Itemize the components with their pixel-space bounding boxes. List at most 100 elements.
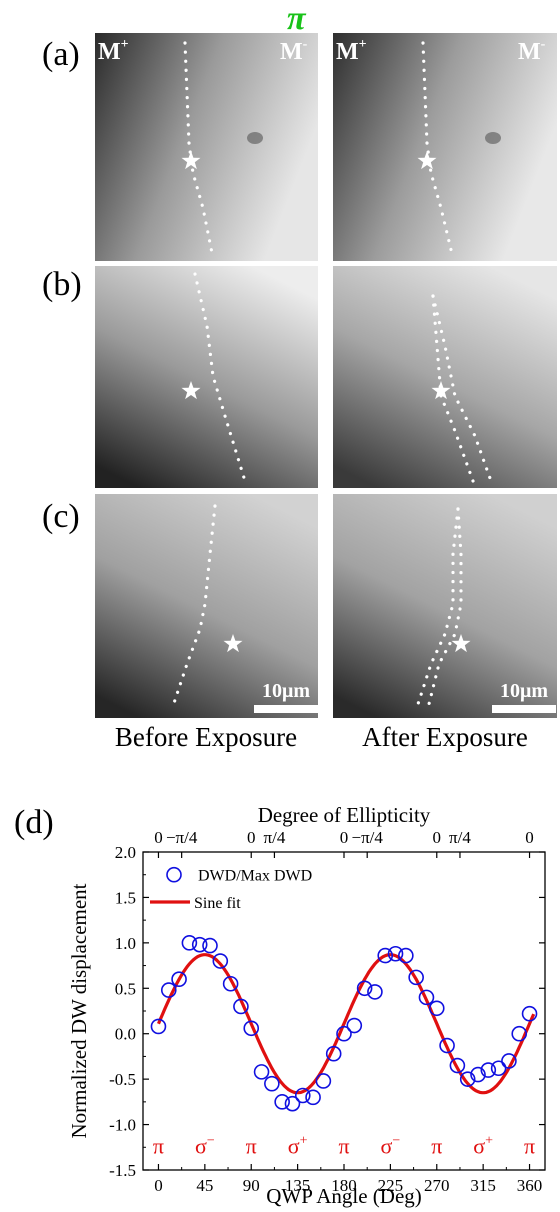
data-point bbox=[253, 1064, 270, 1080]
image-b-after bbox=[333, 266, 557, 488]
domain-wall-dots-shifted bbox=[431, 294, 493, 483]
right-image-m-minus-label: M- bbox=[518, 37, 546, 65]
data-point bbox=[490, 1060, 507, 1077]
domain-wall-dots bbox=[431, 294, 475, 483]
y-tick-label: 1.0 bbox=[115, 934, 136, 953]
x-tick-label: 360 bbox=[517, 1176, 543, 1195]
y-tick-label: 1.5 bbox=[115, 888, 136, 907]
top-tick-label: −π/4 bbox=[351, 828, 383, 847]
caption-before-exposure: Before Exposure bbox=[114, 722, 298, 752]
left-image-m-plus-label: M+ bbox=[98, 37, 129, 65]
polarization-label: σ− bbox=[381, 1134, 401, 1159]
data-point bbox=[171, 971, 187, 988]
legend-label: Sine fit bbox=[194, 895, 241, 912]
x-tick-label: 225 bbox=[378, 1176, 404, 1195]
data-point bbox=[325, 1045, 342, 1062]
data-point bbox=[480, 1062, 497, 1078]
panel-letter-d: (d) bbox=[14, 804, 54, 841]
sine-fit-line bbox=[157, 953, 536, 1095]
data-point bbox=[511, 1025, 528, 1042]
star-marker-icon bbox=[417, 151, 437, 170]
data-point bbox=[367, 984, 383, 1000]
data-point bbox=[264, 1075, 280, 1092]
scale-bar-label: 10μm bbox=[262, 680, 310, 702]
image-a-before bbox=[95, 33, 318, 261]
polarization-label: π bbox=[338, 1134, 349, 1159]
y-tick-label: -0.5 bbox=[109, 1070, 136, 1089]
y-tick-label: 0.5 bbox=[115, 979, 136, 998]
legend-marker-circle bbox=[166, 866, 182, 883]
data-point bbox=[408, 969, 424, 986]
data-point bbox=[294, 1087, 311, 1104]
polarization-label: σ+ bbox=[473, 1134, 493, 1159]
panel-letter-c: (c) bbox=[42, 498, 80, 535]
data-point bbox=[212, 953, 229, 969]
data-point bbox=[356, 980, 373, 997]
data-point bbox=[346, 1017, 363, 1034]
image-c-after bbox=[333, 494, 557, 718]
x-tick-label: 180 bbox=[331, 1176, 357, 1195]
data-point bbox=[150, 1018, 167, 1035]
pi-symbol-title: π bbox=[287, 0, 306, 37]
data-point bbox=[315, 1073, 332, 1089]
polarization-label: σ+ bbox=[288, 1134, 308, 1159]
image-c-before bbox=[95, 494, 318, 718]
x-tick-label: 135 bbox=[285, 1176, 311, 1195]
y-axis-title: Normalized DW displacement bbox=[67, 883, 91, 1138]
polarization-label: π bbox=[246, 1134, 257, 1159]
star-marker-icon bbox=[181, 381, 201, 400]
x-tick-label: 90 bbox=[243, 1176, 260, 1195]
data-point bbox=[418, 989, 435, 1006]
top-tick-label: 0 bbox=[247, 828, 256, 847]
data-point bbox=[398, 947, 414, 964]
y-tick-label: -1.5 bbox=[109, 1161, 136, 1180]
scale-bar-right: 10μm bbox=[492, 680, 556, 713]
data-point bbox=[202, 937, 218, 954]
polarization-label: σ− bbox=[195, 1134, 215, 1159]
star-marker-icon bbox=[181, 151, 201, 170]
legend-label: DWD/Max DWD bbox=[198, 868, 312, 885]
star-marker-icon bbox=[431, 381, 451, 400]
data-point bbox=[233, 998, 249, 1015]
polarization-label: π bbox=[153, 1134, 164, 1159]
y-tick-label: -1.0 bbox=[109, 1116, 136, 1135]
top-axis-title: Degree of Ellipticity bbox=[258, 803, 431, 827]
data-point bbox=[160, 982, 177, 998]
image-b-before bbox=[95, 266, 318, 488]
star-marker-icon bbox=[223, 634, 243, 653]
domain-wall-dots bbox=[193, 272, 247, 483]
domain-wall-dots bbox=[416, 507, 460, 706]
data-point bbox=[181, 935, 198, 951]
x-axis-title: QWP Angle (Deg) bbox=[266, 1184, 422, 1208]
x-tick-label: 315 bbox=[470, 1176, 496, 1195]
data-point bbox=[243, 1020, 260, 1037]
polarization-label: π bbox=[431, 1134, 442, 1159]
top-tick-label: 0 bbox=[525, 828, 534, 847]
right-image-m-plus-label: M+ bbox=[336, 37, 367, 65]
y-tick-label: 2.0 bbox=[115, 843, 136, 862]
data-point bbox=[191, 936, 208, 953]
top-tick-label: π/4 bbox=[264, 828, 286, 847]
domain-wall-dots-shifted bbox=[427, 507, 463, 706]
data-point bbox=[222, 975, 239, 992]
star-marker-icon bbox=[451, 634, 471, 653]
caption-after-exposure: After Exposure bbox=[362, 722, 528, 752]
data-point bbox=[387, 945, 404, 962]
top-tick-label: 0 bbox=[154, 828, 163, 847]
scale-bar-label: 10μm bbox=[500, 680, 548, 702]
top-tick-label: π/4 bbox=[449, 828, 471, 847]
left-image-m-minus-label: M- bbox=[280, 37, 308, 65]
data-point bbox=[274, 1094, 290, 1110]
data-point bbox=[336, 1025, 352, 1042]
data-point bbox=[470, 1066, 486, 1083]
data-point bbox=[439, 1037, 455, 1054]
y-tick-label: 0.0 bbox=[115, 1025, 136, 1044]
x-tick-label: 45 bbox=[196, 1176, 213, 1195]
scale-bar-left: 10μm bbox=[254, 680, 318, 713]
panel-letter-b: (b) bbox=[42, 266, 82, 303]
panel-letter-a: (a) bbox=[42, 36, 80, 73]
image-a-after bbox=[333, 33, 557, 261]
top-tick-label: 0 bbox=[433, 828, 442, 847]
data-point bbox=[377, 947, 394, 964]
